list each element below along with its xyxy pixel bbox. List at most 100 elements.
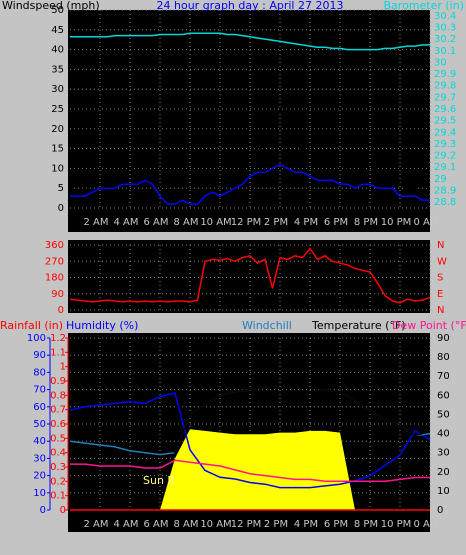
line — [69, 106, 430, 206]
y3-tick-label: 0.5 — [50, 433, 66, 444]
y2-tick-label: 30.3 — [434, 22, 456, 33]
header-label: Windspeed (mph) — [2, 0, 100, 12]
y3-tick-label: 0.6 — [50, 419, 66, 430]
y3-tick-label: 0.9 — [50, 376, 66, 387]
y-tick-label: 40 — [51, 45, 64, 56]
y-tick-label: 80 — [33, 367, 46, 378]
y-tick-label: 45 — [51, 25, 64, 36]
y-tick-label: 90 — [51, 289, 64, 300]
y2-tick-label: N — [437, 240, 444, 251]
y-tick-label: 360 — [45, 240, 64, 251]
x-tick-label: 6 AM — [143, 519, 168, 530]
y2-tick-label: S — [437, 273, 443, 284]
x-tick-label: 6 PM — [324, 217, 348, 228]
x-tick-label: 4 AM — [113, 519, 138, 530]
y-tick-label: 35 — [51, 64, 64, 75]
x-tick-label: 10 AM — [200, 217, 231, 228]
x-tick-label: 4 PM — [294, 519, 318, 530]
x-tick-label: 8 AM — [173, 519, 198, 530]
line — [69, 392, 431, 489]
area — [70, 429, 430, 510]
y-tick-label: 100 — [27, 333, 46, 344]
header-label: Barometer (in) — [384, 0, 465, 12]
x-tick-label: 0 AM — [413, 519, 438, 530]
y2-tick-label: 28.8 — [434, 197, 456, 208]
x-tick-label: 12 PM — [231, 519, 262, 530]
y-tick-label: 90 — [33, 350, 46, 361]
y2-tick-label: W — [437, 256, 447, 267]
y2-tick-label: 30 — [434, 57, 447, 68]
y2-tick-label: 29.9 — [434, 69, 456, 80]
x-tick-label: 12 PM — [231, 217, 262, 228]
y3-tick-label: 1.1 — [50, 347, 66, 358]
x-tick-label: 6 PM — [324, 519, 348, 530]
line — [69, 247, 431, 304]
x-tick-label: 2 AM — [83, 217, 108, 228]
y-tick-label: 180 — [45, 273, 64, 284]
y-tick-label: 10 — [33, 488, 46, 499]
series-label: Dew Point (°F) — [392, 319, 466, 332]
y2-tick-label: 10 — [437, 486, 450, 497]
x-tick-label: 10 PM — [381, 519, 412, 530]
x-tick-label: 8 PM — [354, 217, 378, 228]
y2-tick-label: 60 — [437, 390, 450, 401]
y2-tick-label: 29.2 — [434, 151, 456, 162]
y3-tick-label: 0.4 — [50, 448, 66, 459]
x-tick-label: 6 AM — [143, 217, 168, 228]
x-tick-label: 8 AM — [173, 217, 198, 228]
x-tick-label: 10 AM — [200, 519, 231, 530]
y-tick-label: 20 — [51, 124, 64, 135]
line — [70, 32, 430, 51]
line — [70, 163, 430, 205]
y2-tick-label: 29.4 — [434, 127, 456, 138]
y2-tick-label: 20 — [437, 467, 450, 478]
x-tick-label: 0 AM — [413, 217, 438, 228]
y-tick-label: 25 — [51, 104, 64, 115]
y3-tick-label: 1 — [60, 362, 66, 373]
x-tick-label: 2 PM — [264, 519, 288, 530]
y2-tick-label: 29.1 — [434, 162, 456, 173]
y2-tick-label: 29 — [434, 174, 447, 185]
y-tick-label: 0 — [40, 505, 46, 516]
y-tick-label: 0 — [58, 305, 64, 316]
y2-tick-label: E — [437, 289, 443, 300]
x-tick-label: 4 AM — [113, 217, 138, 228]
y2-tick-label: 29.3 — [434, 139, 456, 150]
y-tick-label: 60 — [33, 402, 46, 413]
y2-tick-label: 40 — [437, 429, 450, 440]
line — [69, 386, 431, 454]
plot-background — [68, 10, 430, 232]
x-tick-label: 2 PM — [264, 217, 288, 228]
series-label: Temperature (°F) — [311, 319, 406, 332]
y2-tick-label: 28.9 — [434, 186, 456, 197]
y-tick-label: 40 — [33, 436, 46, 447]
y3-tick-label: 0.7 — [50, 405, 66, 416]
y3-tick-label: 1.2 — [50, 333, 66, 344]
y3-tick-label: 0.3 — [50, 462, 66, 473]
header-label: 24 hour graph day : April 27 2013 — [157, 0, 344, 12]
x-tick-label: 4 PM — [294, 217, 318, 228]
y3-tick-label: 0.8 — [50, 390, 66, 401]
x-tick-label: 8 PM — [354, 519, 378, 530]
y2-tick-label: N — [437, 305, 444, 316]
y-tick-label: 15 — [51, 144, 64, 155]
y2-tick-label: 29.8 — [434, 81, 456, 92]
y2-tick-label: 29.5 — [434, 116, 456, 127]
y3-tick-label: 0.1 — [50, 491, 66, 502]
y2-tick-label: 29.6 — [434, 104, 456, 115]
series-label: Humidity (%) — [66, 319, 138, 332]
y2-tick-label: 30.1 — [434, 46, 456, 57]
y2-tick-label: 90 — [437, 333, 450, 344]
y-tick-label: 50 — [51, 5, 64, 16]
y-tick-label: 20 — [33, 471, 46, 482]
series-label: Sun R — [143, 474, 175, 487]
y-tick-label: 5 — [58, 183, 64, 194]
line — [70, 459, 430, 483]
y3-tick-label: 0 — [60, 505, 66, 516]
y2-tick-label: 80 — [437, 352, 450, 363]
y-tick-label: 50 — [33, 419, 46, 430]
y-tick-label: 270 — [45, 256, 64, 267]
y-tick-label: 30 — [51, 84, 64, 95]
